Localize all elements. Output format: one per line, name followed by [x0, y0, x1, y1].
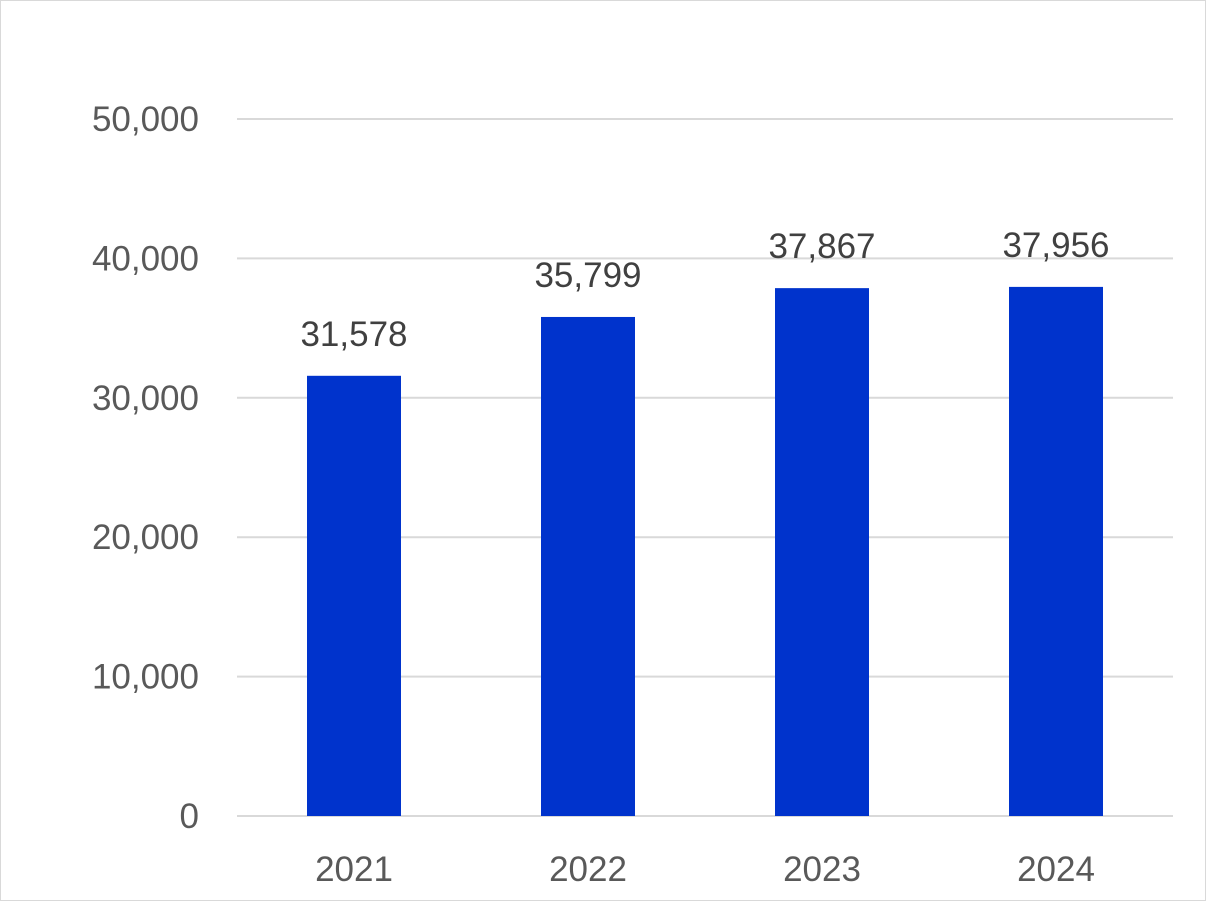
y-tick-label: 20,000	[92, 518, 199, 557]
data-label-2022: 35,799	[534, 256, 641, 295]
x-tick-label-2023: 2023	[783, 850, 861, 889]
bars	[307, 286, 1103, 816]
y-tick-label: 0	[180, 797, 199, 836]
x-axis-tick-labels: 2021 2022 2023 2024	[315, 850, 1095, 889]
y-tick-label: 10,000	[92, 658, 199, 697]
y-tick-label: 50,000	[92, 100, 199, 139]
x-tick-label-2021: 2021	[315, 850, 393, 889]
bar-2021	[307, 375, 401, 816]
data-label-2023: 37,867	[768, 227, 875, 266]
y-axis-tick-labels: 0 10,000 20,000 30,000 40,000 50,000	[92, 100, 199, 836]
x-tick-label-2024: 2024	[1017, 850, 1095, 889]
y-tick-label: 40,000	[92, 239, 199, 278]
data-label-2024: 37,956	[1002, 226, 1109, 265]
bar-2022	[541, 316, 635, 816]
x-tick-label-2022: 2022	[549, 850, 627, 889]
data-label-2021: 31,578	[300, 315, 407, 354]
bar-2023	[775, 288, 869, 816]
data-labels: 31,578 35,799 37,867 37,956	[300, 226, 1109, 354]
bar-2024	[1009, 286, 1103, 816]
y-tick-label: 30,000	[92, 379, 199, 418]
